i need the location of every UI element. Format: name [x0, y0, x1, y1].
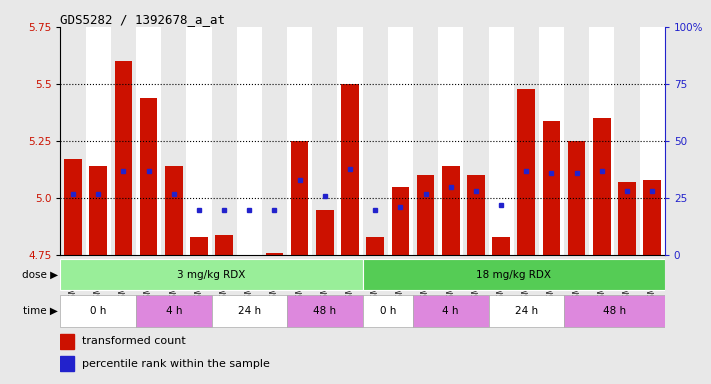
Bar — [488, 27, 514, 255]
Bar — [366, 237, 384, 255]
Bar — [338, 27, 363, 255]
Bar — [266, 253, 283, 255]
Bar — [237, 27, 262, 255]
Bar — [614, 27, 640, 255]
Bar — [593, 118, 611, 255]
Bar — [262, 27, 287, 255]
Text: percentile rank within the sample: percentile rank within the sample — [82, 359, 269, 369]
Bar — [111, 27, 136, 255]
Bar — [518, 89, 535, 255]
Bar — [417, 175, 434, 255]
Bar — [161, 27, 186, 255]
Bar — [114, 61, 132, 255]
Text: 48 h: 48 h — [603, 306, 626, 316]
Bar — [60, 296, 136, 326]
Text: 24 h: 24 h — [515, 306, 538, 316]
Text: 3 mg/kg RDX: 3 mg/kg RDX — [177, 270, 246, 280]
Text: 18 mg/kg RDX: 18 mg/kg RDX — [476, 270, 551, 280]
Bar — [643, 180, 661, 255]
Text: 24 h: 24 h — [237, 306, 261, 316]
Bar — [140, 98, 157, 255]
Bar — [186, 27, 212, 255]
Bar — [413, 296, 488, 326]
Bar — [212, 296, 287, 326]
Text: time ▶: time ▶ — [23, 306, 58, 316]
Bar — [316, 210, 333, 255]
Bar — [539, 27, 564, 255]
Bar — [60, 334, 74, 349]
Text: 0 h: 0 h — [90, 306, 107, 316]
Bar — [60, 27, 85, 255]
Bar — [287, 27, 312, 255]
Bar — [341, 84, 359, 255]
Bar — [442, 166, 459, 255]
Text: GDS5282 / 1392678_a_at: GDS5282 / 1392678_a_at — [60, 13, 225, 26]
Bar — [387, 27, 413, 255]
Bar — [212, 27, 237, 255]
Bar — [618, 182, 636, 255]
Bar — [564, 27, 589, 255]
Bar — [467, 175, 485, 255]
Bar — [564, 296, 665, 326]
Bar — [215, 235, 233, 255]
Bar — [60, 356, 74, 371]
Bar — [363, 296, 413, 326]
Bar — [312, 27, 338, 255]
Bar — [514, 27, 539, 255]
Bar — [464, 27, 488, 255]
Bar — [492, 237, 510, 255]
Bar — [392, 187, 410, 255]
Bar — [165, 166, 183, 255]
Bar — [291, 141, 309, 255]
Bar — [136, 27, 161, 255]
Bar — [85, 27, 111, 255]
Text: transformed count: transformed count — [82, 336, 186, 346]
Bar — [363, 259, 665, 290]
Bar — [568, 141, 585, 255]
Bar — [542, 121, 560, 255]
Text: 4 h: 4 h — [442, 306, 459, 316]
Bar — [589, 27, 614, 255]
Bar — [640, 27, 665, 255]
Text: 48 h: 48 h — [314, 306, 336, 316]
Bar — [64, 159, 82, 255]
Text: dose ▶: dose ▶ — [22, 270, 58, 280]
Bar — [438, 27, 464, 255]
Bar — [413, 27, 438, 255]
Bar — [90, 166, 107, 255]
Bar — [136, 296, 212, 326]
Bar — [363, 27, 387, 255]
Bar — [190, 237, 208, 255]
Text: 0 h: 0 h — [380, 306, 396, 316]
Text: 4 h: 4 h — [166, 306, 182, 316]
Bar — [287, 296, 363, 326]
Bar — [488, 296, 564, 326]
Bar — [60, 259, 363, 290]
